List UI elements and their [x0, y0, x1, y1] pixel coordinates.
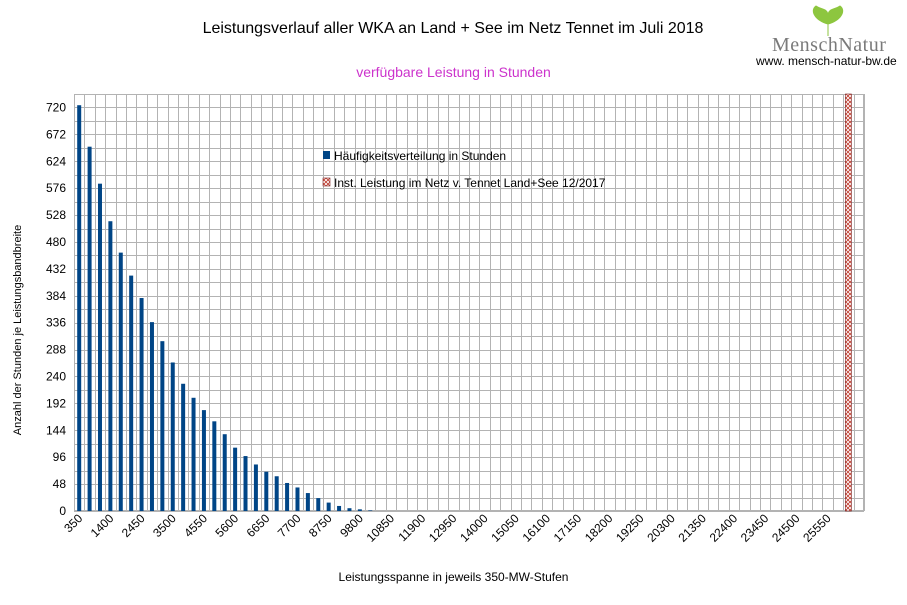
logo: MenschNatur www. mensch-natur-bw.de: [754, 4, 904, 68]
data-bar: [201, 410, 206, 511]
data-bar: [347, 508, 352, 511]
x-tick-label: 9800: [337, 511, 366, 540]
ginkgo-leaf-icon: [812, 5, 844, 36]
logo-url: www. mensch-natur-bw.de: [756, 54, 897, 68]
x-tick-label: 2450: [119, 511, 148, 540]
data-bar: [337, 505, 342, 511]
x-tick-label: 11900: [395, 511, 428, 544]
x-tick-label: 17150: [551, 511, 585, 545]
y-tick-label: 528: [46, 208, 66, 222]
chart-title-text: Leistungsverlauf aller WKA an Land + See…: [202, 20, 704, 37]
data-bar: [87, 146, 92, 511]
legend-swatch-frequency: [323, 151, 330, 159]
y-tick-label: 480: [46, 235, 66, 249]
installed-capacity-bar: [845, 93, 852, 512]
x-tick-label: 10850: [364, 511, 398, 545]
x-tick-label: 21350: [676, 511, 710, 545]
y-tick-label: 240: [46, 369, 66, 383]
x-tick-label: 23450: [738, 511, 772, 545]
data-bar: [274, 476, 279, 511]
x-tick-label: 19250: [613, 511, 647, 545]
x-axis-label: Leistungsspanne in jeweils 350-MW-Stufen: [338, 570, 569, 584]
y-tick-label: 288: [46, 343, 66, 357]
x-tick-label: 8750: [306, 511, 335, 540]
y-tick-label: 336: [46, 316, 66, 330]
data-bar: [295, 487, 300, 511]
data-bar: [97, 183, 102, 511]
legend-swatch-installed: [322, 177, 331, 187]
data-bar: [160, 341, 165, 511]
x-tick-label: 4550: [181, 511, 210, 540]
data-bar: [285, 482, 290, 511]
plot-border: [74, 94, 864, 511]
y-tick-label: 96: [53, 450, 67, 464]
data-bar: [129, 275, 134, 511]
legend-label-frequency: Häufigkeitsverteilung in Stunden: [334, 149, 506, 163]
data-bar: [149, 322, 154, 511]
y-tick-label: 384: [46, 289, 66, 303]
data-bar: [243, 456, 248, 511]
data-bar: [357, 509, 362, 511]
data-bar: [212, 421, 217, 511]
x-tick-label: 6650: [244, 511, 273, 540]
x-tick-label: 16100: [520, 511, 554, 545]
data-bar: [191, 397, 196, 511]
y-tick-label: 48: [53, 477, 67, 491]
data-bar: [108, 221, 113, 511]
y-tick-label: 432: [46, 262, 66, 276]
y-tick-label: 576: [46, 181, 66, 195]
data-bar: [233, 447, 238, 511]
data-bar: [77, 105, 82, 511]
data-bar: [118, 252, 123, 511]
data-bar: [368, 510, 373, 511]
data-bar: [253, 464, 258, 511]
y-tick-label: 624: [46, 154, 66, 168]
x-tick-label: 14000: [457, 511, 491, 545]
y-tick-label: 192: [46, 396, 66, 410]
x-tick-label: 20300: [644, 511, 678, 545]
legend-label-installed: Inst. Leistung im Netz v. Tennet Land+Se…: [334, 176, 606, 190]
x-tick-label: 3500: [150, 511, 179, 540]
x-tick-label: 1400: [88, 511, 117, 540]
data-bar: [181, 383, 186, 511]
chart-subtitle: verfügbare Leistung in Stunden: [356, 64, 551, 80]
data-bar: [326, 502, 331, 511]
y-tick-label: 144: [46, 423, 66, 437]
y-tick-label: 720: [46, 100, 66, 114]
x-tick-label: 22400: [707, 511, 741, 545]
chart-title: Leistungsverlauf aller WKA an Land + See…: [0, 20, 907, 38]
data-bar: [139, 298, 144, 511]
x-tick-label: 24500: [769, 511, 803, 545]
data-bar: [222, 434, 227, 511]
x-tick-label: 15050: [488, 511, 522, 545]
x-tick-label: 5600: [212, 511, 241, 540]
data-bar: [316, 498, 321, 511]
logo-text: MenschNatur: [772, 34, 887, 56]
x-tick-label: 12950: [426, 511, 460, 545]
data-bar: [264, 471, 269, 511]
y-tick-label: 0: [59, 504, 66, 518]
x-tick-label: 25550: [800, 511, 834, 545]
y-tick-label: 672: [46, 127, 66, 141]
data-bar: [305, 493, 310, 511]
data-bar: [170, 362, 175, 511]
x-tick-label: 18200: [582, 511, 616, 545]
vertical-gridlines: [74, 94, 865, 511]
x-tick-label: 7700: [275, 511, 304, 540]
